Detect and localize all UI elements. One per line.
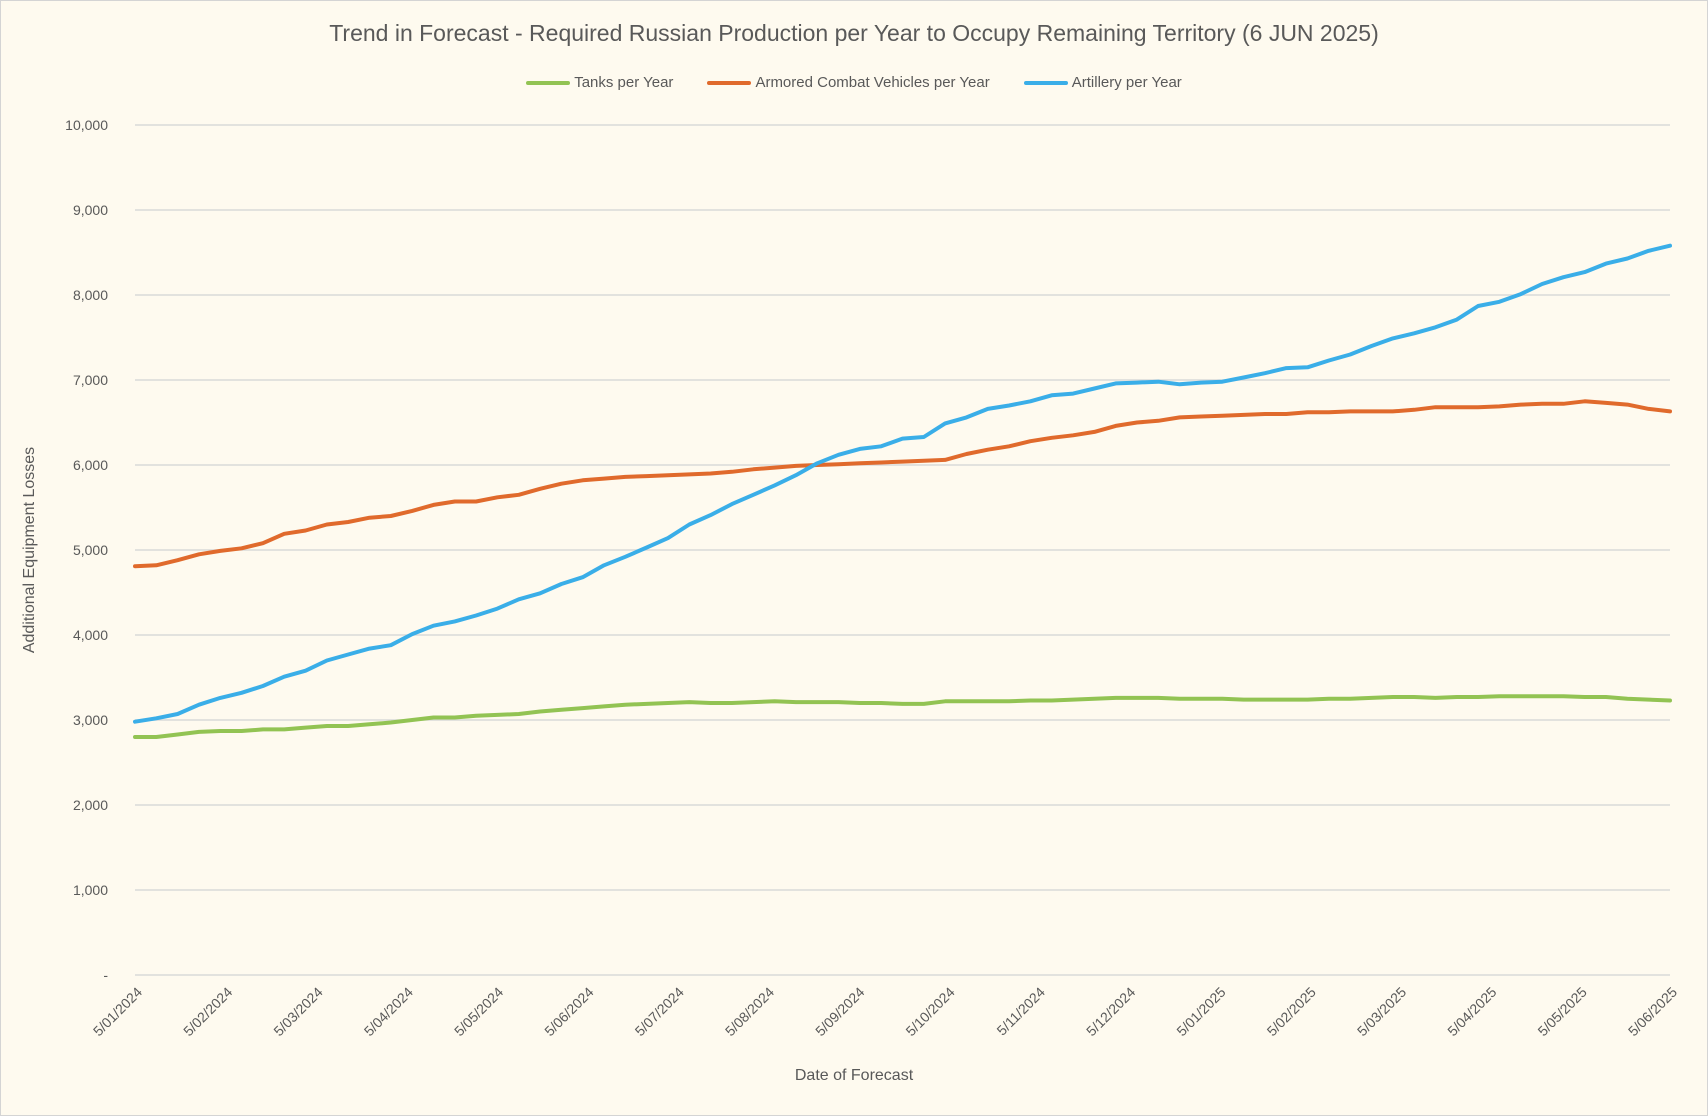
series-line-tanks — [133, 694, 1672, 739]
legend-item-artillery: Artillery per Year — [1023, 74, 1182, 91]
y-tick-label: - — [103, 967, 108, 983]
y-tick-label: 2,000 — [73, 797, 108, 813]
x-tick-label: 5/01/2024 — [90, 984, 146, 1040]
legend-label: Tanks per Year — [574, 74, 674, 91]
legend-swatch — [526, 80, 571, 85]
x-tick-label: 5/02/2024 — [180, 984, 236, 1040]
x-tick-label: 5/04/2024 — [361, 984, 417, 1040]
x-tick-label: 5/05/2024 — [451, 984, 507, 1040]
series-line-artillery — [133, 243, 1672, 724]
y-tick-label: 6,000 — [73, 457, 108, 473]
x-tick-label: 5/06/2024 — [541, 984, 597, 1040]
legend-label: Artillery per Year — [1071, 74, 1182, 91]
y-tick-label: 4,000 — [73, 627, 108, 643]
y-tick-label: 7,000 — [73, 372, 108, 388]
y-tick-label: 5,000 — [73, 542, 108, 558]
x-tick-label: 5/11/2024 — [993, 984, 1048, 1039]
x-tick-label: 5/03/2024 — [270, 984, 326, 1040]
legend-item-tanks: Tanks per Year — [526, 74, 673, 91]
x-tick-label: 5/07/2024 — [632, 984, 688, 1040]
y-tick-label: 9,000 — [73, 202, 108, 218]
y-tick-label: 8,000 — [73, 287, 108, 303]
x-tick-label: 5/08/2024 — [722, 984, 778, 1040]
x-tick-label: 5/04/2025 — [1444, 984, 1500, 1040]
legend-swatch — [707, 80, 752, 85]
legend-label: Armored Combat Vehicles per Year — [755, 74, 990, 91]
series-line-acv — [133, 399, 1672, 569]
y-tick-label: 1,000 — [73, 882, 108, 898]
x-tick-label: 5/06/2025 — [1625, 984, 1681, 1040]
y-tick-label: 10,000 — [65, 117, 108, 133]
x-tick-label: 5/02/2025 — [1264, 984, 1320, 1040]
legend: Tanks per Year Armored Combat Vehicles p… — [0, 74, 1708, 91]
x-tick-label: 5/03/2025 — [1354, 984, 1410, 1040]
x-axis-title: Date of Forecast — [794, 1067, 914, 1084]
x-tick-label: 5/05/2025 — [1534, 984, 1590, 1040]
legend-swatch — [1023, 80, 1068, 85]
legend-item-acv: Armored Combat Vehicles per Year — [707, 74, 990, 91]
x-tick-label: 5/12/2024 — [1083, 984, 1139, 1040]
chart-title: Trend in Forecast - Required Russian Pro… — [329, 20, 1379, 46]
x-tick-label: 5/09/2024 — [812, 984, 868, 1040]
x-tick-label: 5/10/2024 — [902, 984, 958, 1040]
x-tick-label: 5/01/2025 — [1173, 984, 1229, 1040]
y-tick-label: 3,000 — [73, 712, 108, 728]
